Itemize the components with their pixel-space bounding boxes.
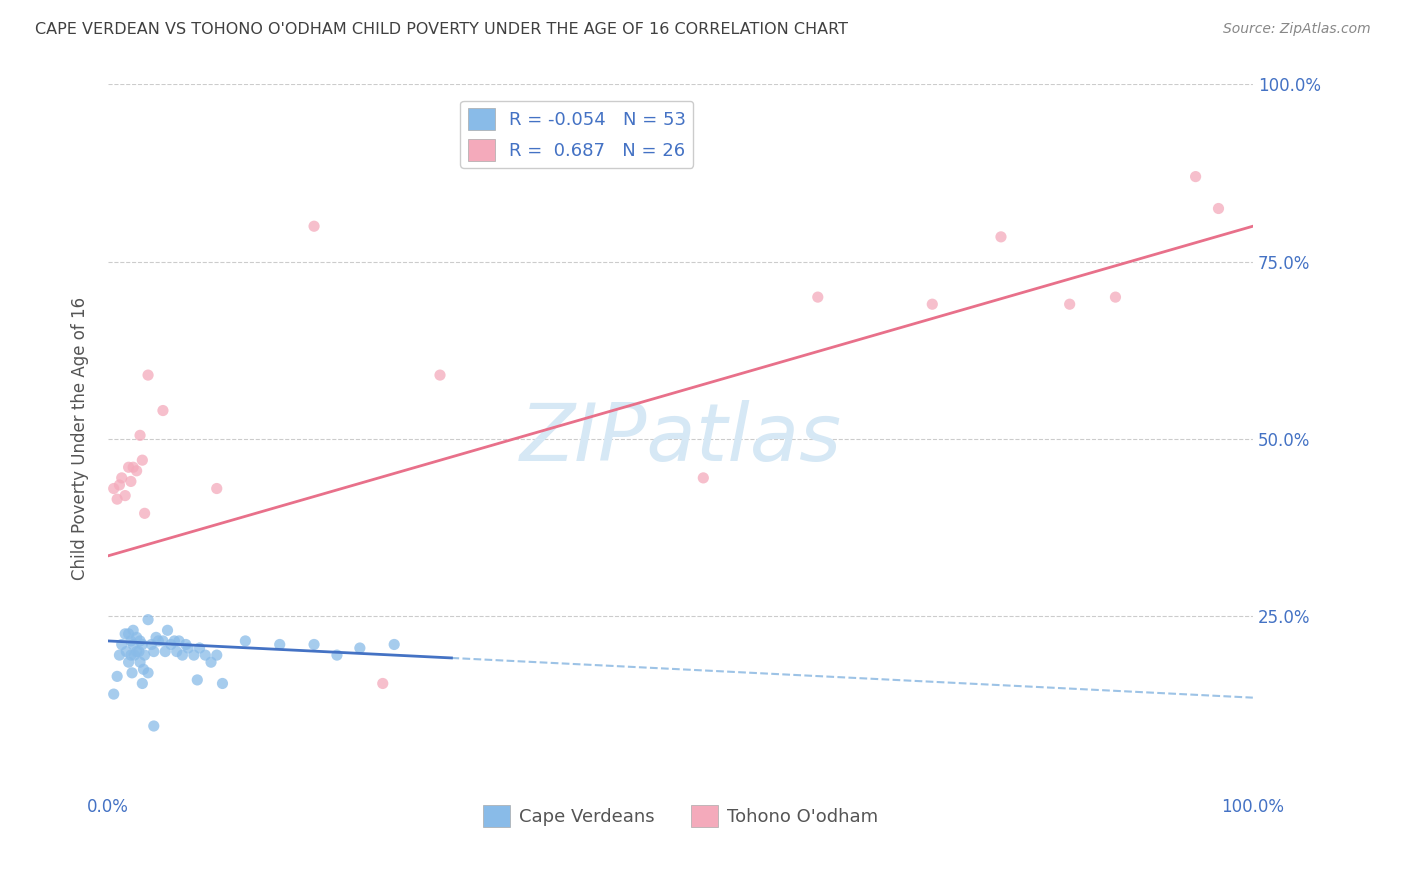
Point [186,673,208,687]
Point [117,460,139,475]
Point [117,655,139,669]
Point [120,648,142,662]
Point [1059,297,1081,311]
Point [152,403,174,417]
Point [1104,290,1126,304]
Point [211,676,233,690]
Point [122,460,145,475]
Point [114,627,136,641]
Point [108,648,131,662]
Point [235,634,257,648]
Point [134,506,156,520]
Point [990,230,1012,244]
Point [142,719,165,733]
Point [121,665,143,680]
Point [188,640,211,655]
Point [129,655,152,669]
Point [125,464,148,478]
Point [117,627,139,641]
Point [131,638,153,652]
Point [349,640,371,655]
Point [131,676,153,690]
Point [1184,169,1206,184]
Point [200,655,222,669]
Point [302,219,325,234]
Point [167,634,190,648]
Point [114,489,136,503]
Point [134,648,156,662]
Y-axis label: Child Poverty Under the Age of 16: Child Poverty Under the Age of 16 [72,297,89,581]
Point [172,648,194,662]
Point [124,648,146,662]
Point [326,648,349,662]
Point [145,631,167,645]
Point [148,634,170,648]
Point [115,644,138,658]
Point [371,676,394,690]
Point [155,644,177,658]
Point [136,368,159,383]
Point [120,475,142,489]
Point [141,638,163,652]
Point [105,492,128,507]
Text: CAPE VERDEAN VS TOHONO O'ODHAM CHILD POVERTY UNDER THE AGE OF 16 CORRELATION CHA: CAPE VERDEAN VS TOHONO O'ODHAM CHILD POV… [35,22,848,37]
Point [382,638,405,652]
Point [129,634,152,648]
Point [136,665,159,680]
Point [125,644,148,658]
Point [429,368,451,383]
Point [105,669,128,683]
Point [111,471,134,485]
Point [921,297,943,311]
Point [108,478,131,492]
Point [136,613,159,627]
Point [120,634,142,648]
Point [205,648,228,662]
Point [142,644,165,658]
Point [122,638,145,652]
Point [1208,202,1230,216]
Point [152,634,174,648]
Point [205,482,228,496]
Point [692,471,714,485]
Point [128,644,150,658]
Point [269,638,291,652]
Point [131,453,153,467]
Legend: Cape Verdeans, Tohono O'odham: Cape Verdeans, Tohono O'odham [475,797,886,834]
Point [122,624,145,638]
Point [302,638,325,652]
Point [103,687,125,701]
Point [166,644,188,658]
Point [183,648,205,662]
Point [174,638,197,652]
Point [125,631,148,645]
Text: ZIPatlas: ZIPatlas [519,400,841,478]
Text: Source: ZipAtlas.com: Source: ZipAtlas.com [1223,22,1371,37]
Point [194,648,217,662]
Point [177,640,200,655]
Point [807,290,830,304]
Point [129,428,152,442]
Point [103,482,125,496]
Point [163,634,186,648]
Point [132,662,155,676]
Point [160,638,183,652]
Point [156,624,179,638]
Point [111,638,134,652]
